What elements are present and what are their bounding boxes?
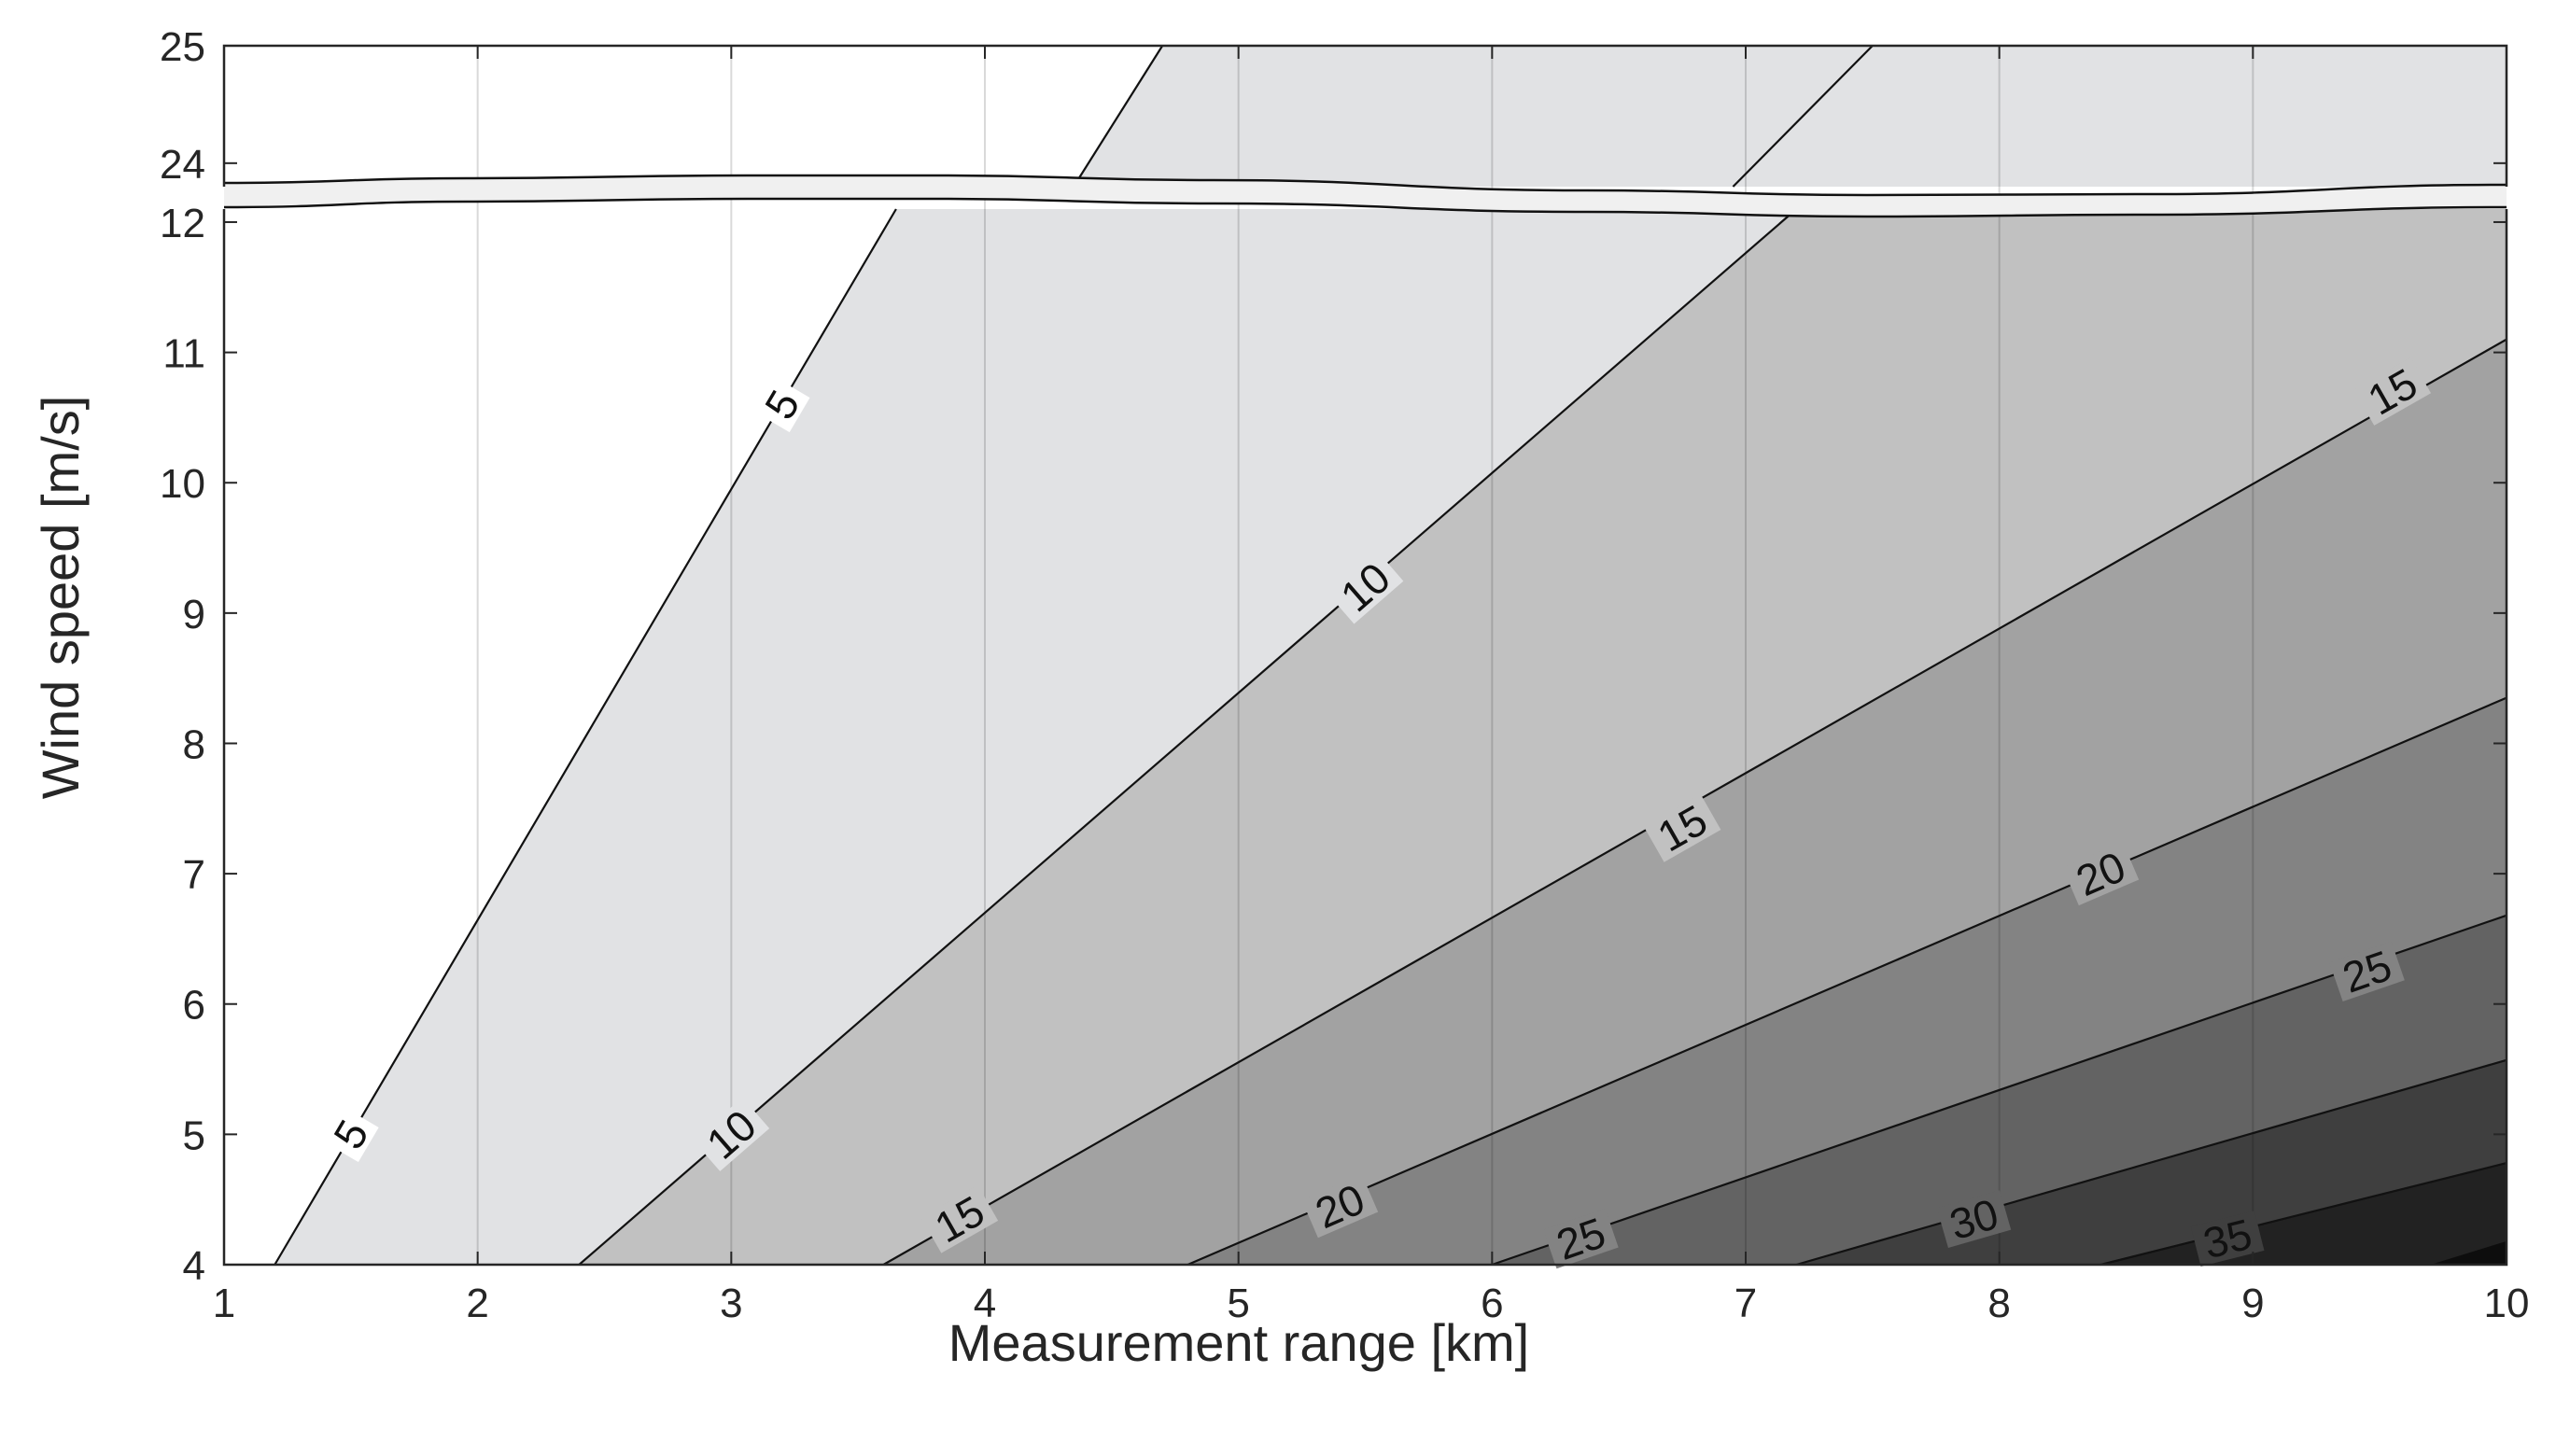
contour-line-10 — [578, 208, 1798, 1266]
y-tick-label: 9 — [183, 592, 205, 637]
contour-label-bg — [1543, 1208, 1619, 1269]
y-tick-label: 25 — [160, 24, 205, 70]
x-tick-label: 10 — [2484, 1281, 2530, 1326]
contour-line-30 — [1796, 1058, 2507, 1267]
contour-label-bg — [2190, 1211, 2265, 1267]
contour-line-5-upper — [1073, 45, 1164, 188]
contour-label-group: 5 — [322, 1106, 379, 1163]
contour-region — [274, 209, 1797, 1265]
contour-label-group: 5 — [753, 376, 810, 433]
y-tick-label: 4 — [183, 1243, 205, 1289]
break-band-fill — [224, 175, 2507, 217]
y-axis-label: Wind speed [m/s] — [31, 396, 90, 800]
axes-frame-upper — [222, 44, 2508, 187]
contour-regions — [224, 46, 2507, 1265]
contour-label-bg — [1327, 550, 1404, 624]
y-tick-label: 24 — [160, 142, 205, 188]
contour-label-bg — [920, 1184, 999, 1253]
x-tick-label: 7 — [1734, 1281, 1757, 1326]
y-tick-label: 7 — [183, 852, 205, 898]
y-tick-label: 12 — [160, 201, 205, 246]
y-tick-label: 8 — [183, 721, 205, 767]
x-tick-label: 9 — [2241, 1281, 2264, 1326]
axes-frame-lower — [222, 209, 2508, 1267]
x-tick-label: 3 — [720, 1281, 742, 1326]
contour-label-bg — [2329, 941, 2405, 1002]
contour-line-20 — [1187, 696, 2507, 1267]
contour-label-bg — [693, 1097, 770, 1171]
contour-line-5 — [274, 208, 897, 1266]
contour-label-35: 35 — [2198, 1210, 2256, 1268]
contour-region — [224, 209, 896, 1265]
x-tick-label: 8 — [1987, 1281, 2010, 1326]
x-tick-label: 2 — [466, 1281, 488, 1326]
contour-label-bg — [2062, 842, 2140, 906]
x-tick-label: 4 — [974, 1281, 996, 1326]
y-tick-label: 10 — [160, 461, 205, 507]
break-line-bottom — [223, 197, 2507, 218]
contour-label-bg — [322, 1106, 379, 1163]
contour-region — [1074, 46, 1873, 187]
axis-break-band — [223, 174, 2507, 218]
contour-region — [579, 209, 2507, 1265]
contour-region — [224, 46, 1163, 187]
x-tick-label: 1 — [213, 1281, 235, 1326]
contour-region — [1733, 46, 2507, 187]
contour-line-10-upper — [1732, 45, 1874, 188]
contour-label-bg — [1936, 1190, 2012, 1248]
contour-line-35 — [2100, 1162, 2507, 1267]
contour-label-bg — [753, 376, 810, 433]
contour-label-bg — [2353, 357, 2432, 426]
plot-frame — [222, 44, 2508, 1267]
contour-label-bg — [1643, 793, 1721, 862]
y-tick-label: 6 — [183, 983, 205, 1029]
x-tick-label: 5 — [1227, 1281, 1249, 1326]
y-tick-label: 5 — [183, 1113, 205, 1158]
grid-lines — [476, 46, 2254, 1265]
y-tick-label: 11 — [162, 331, 205, 377]
x-tick-label: 6 — [1481, 1281, 1503, 1326]
break-line-top — [223, 174, 2507, 197]
contour-label-bg — [1301, 1174, 1379, 1239]
x-axis-label: Measurement range [km] — [948, 1313, 1529, 1372]
contour-region — [2430, 1240, 2507, 1265]
contour-label-group: 35 — [2190, 1210, 2265, 1268]
